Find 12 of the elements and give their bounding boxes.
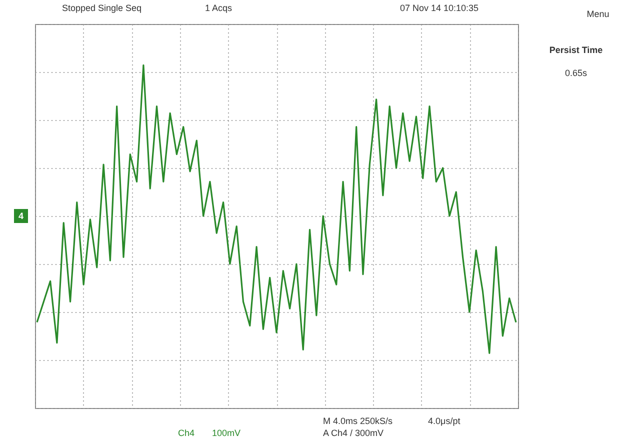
text: M 4.0ms 250kS/s: [323, 416, 394, 426]
text: Ch4: [178, 428, 195, 438]
text: A Ch4 / 300mV: [323, 428, 384, 438]
text: 100mV: [212, 428, 241, 438]
text: 0.65s: [564, 68, 588, 78]
text: 4: [18, 211, 24, 221]
text: Menu: [586, 9, 610, 19]
text: 1 Acqs: [205, 3, 233, 13]
text: 07 Nov 14 10:10:35: [400, 3, 479, 13]
text: 4.0μs/pt: [428, 416, 461, 426]
text: Persist Time: [549, 45, 603, 55]
text: Stopped Single Seq: [62, 3, 142, 13]
